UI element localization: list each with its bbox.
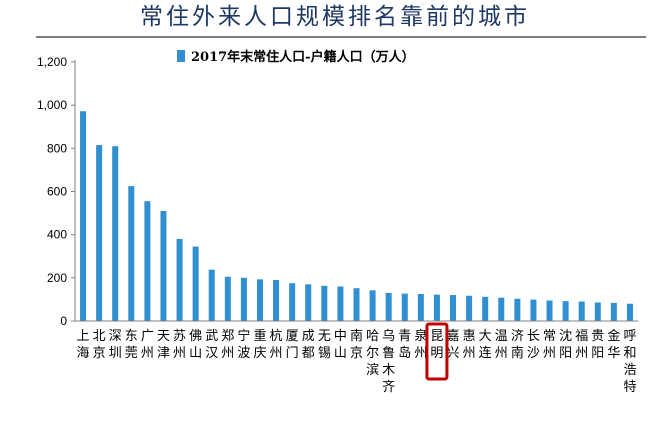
x-tick-label: 天津 <box>157 329 170 361</box>
x-tick-label: 武汉 <box>205 329 218 361</box>
bar <box>482 296 489 321</box>
bar <box>530 299 537 321</box>
x-tick-label: 昆明 <box>430 329 443 361</box>
bar <box>80 111 87 322</box>
x-tick-label: 成都 <box>302 329 315 361</box>
x-tick-label: 常州 <box>543 329 556 361</box>
x-tick-label: 郑州 <box>221 329 234 361</box>
x-tick-label: 沈阳 <box>559 329 572 361</box>
bar-chart: 2017年末常住人口-户籍人口（万人） 1,200 1,000 800 600 400 2… <box>37 49 638 395</box>
legend-swatch <box>177 50 185 62</box>
bar <box>305 284 312 321</box>
x-axis-labels: 上海北京深圳东莞广州天津苏州佛山武汉郑州宁波重庆杭州厦门成都无锡中山南京哈尔滨乌… <box>77 328 637 395</box>
y-tick-label: 400 <box>47 228 67 242</box>
y-tick-label: 600 <box>47 185 67 199</box>
y-tick-label: 800 <box>47 141 67 155</box>
bar <box>208 269 215 321</box>
x-tick-label: 哈尔滨 <box>366 329 379 378</box>
x-tick-label: 嘉兴 <box>447 329 460 361</box>
bar <box>337 286 344 321</box>
bar <box>112 146 119 321</box>
y-axis: 1,200 1,000 800 600 400 200 0 <box>37 55 76 328</box>
page-title: 常住外来人口规模排名靠前的城市 <box>140 4 530 30</box>
bar <box>594 302 601 321</box>
x-tick-label: 南京 <box>350 328 363 361</box>
title-divider <box>36 36 646 38</box>
bar <box>192 246 199 321</box>
highlight-box <box>425 322 449 381</box>
bar <box>289 283 296 321</box>
x-tick-label: 北京 <box>93 329 106 361</box>
bar <box>417 294 424 321</box>
bar <box>401 293 408 321</box>
bar <box>144 201 151 321</box>
bar <box>514 298 521 321</box>
x-tick-label: 广州 <box>141 329 154 361</box>
x-tick-label: 泉州 <box>414 328 427 361</box>
bars <box>80 111 633 322</box>
bar <box>626 303 633 321</box>
bar <box>273 279 280 321</box>
bar <box>176 238 183 321</box>
x-tick-label: 青岛 <box>398 329 411 361</box>
bar <box>353 288 360 321</box>
bar <box>96 145 103 321</box>
x-tick-label: 重庆 <box>253 328 266 361</box>
bar <box>433 294 440 321</box>
x-tick-label: 贵阳 <box>591 329 604 361</box>
x-tick-label: 深圳 <box>109 329 122 361</box>
x-tick-label: 乌鲁木齐 <box>382 328 395 395</box>
x-tick-label: 宁波 <box>237 328 250 361</box>
y-tick-label: 200 <box>47 271 67 285</box>
bar <box>578 301 585 321</box>
x-tick-label: 佛山 <box>189 329 202 361</box>
legend-label: 2017年末常住人口-户籍人口（万人） <box>191 49 415 65</box>
x-tick-label: 温州 <box>495 329 508 361</box>
bar <box>128 186 135 321</box>
x-tick-label: 上海 <box>77 329 90 361</box>
x-tick-label: 杭州 <box>270 329 283 361</box>
bar <box>240 277 247 321</box>
y-tick-label: 0 <box>60 314 67 328</box>
bar <box>610 302 617 321</box>
bar <box>450 295 457 321</box>
x-tick-label: 长沙 <box>527 329 540 361</box>
x-tick-label: 福州 <box>575 329 588 361</box>
x-tick-label: 东莞 <box>125 329 138 361</box>
x-tick-label: 惠州 <box>463 329 476 361</box>
bar <box>562 301 569 321</box>
bar <box>466 295 473 321</box>
bar <box>321 285 328 321</box>
y-tick-label: 1,200 <box>37 55 67 69</box>
bar <box>369 290 376 321</box>
bar <box>385 292 392 321</box>
chart-legend: 2017年末常住人口-户籍人口（万人） <box>177 49 415 65</box>
bar <box>256 279 263 321</box>
x-tick-label: 苏州 <box>173 328 186 361</box>
x-tick-label: 金华 <box>607 328 620 361</box>
bar <box>160 210 167 321</box>
x-tick-label: 济南 <box>511 329 524 361</box>
x-tick-label: 呼和浩特 <box>623 329 636 395</box>
x-tick-label: 无锡 <box>318 329 331 361</box>
bar <box>498 297 505 321</box>
x-tick-label: 中山 <box>334 329 347 361</box>
bar <box>546 300 553 321</box>
x-tick-label: 厦门 <box>286 329 299 361</box>
y-tick-label: 1,000 <box>37 98 67 112</box>
bar <box>224 276 231 321</box>
x-tick-label: 大连 <box>479 329 492 361</box>
